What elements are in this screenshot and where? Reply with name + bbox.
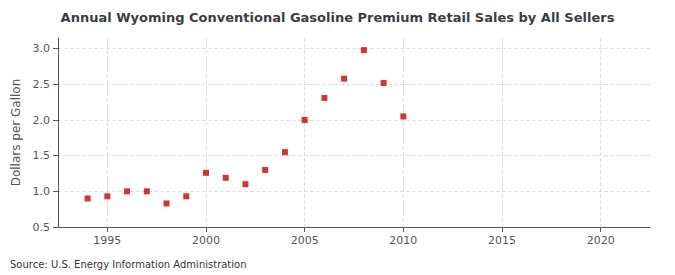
svg-text:2.5: 2.5 (33, 78, 51, 91)
svg-text:2.0: 2.0 (33, 114, 51, 127)
svg-text:0.5: 0.5 (33, 221, 51, 234)
svg-text:2020: 2020 (587, 234, 615, 247)
svg-text:1995: 1995 (93, 234, 121, 247)
svg-text:1.0: 1.0 (33, 185, 51, 198)
svg-text:Dollars per Gallon: Dollars per Gallon (9, 79, 23, 187)
svg-text:1.5: 1.5 (33, 149, 51, 162)
svg-text:Annual Wyoming Conventional Ga: Annual Wyoming Conventional Gasoline Pre… (61, 10, 615, 25)
svg-text:2000: 2000 (192, 234, 220, 247)
svg-text:2015: 2015 (488, 234, 516, 247)
svg-text:2005: 2005 (291, 234, 319, 247)
svg-text:2010: 2010 (389, 234, 417, 247)
svg-text:Source: U.S. Energy Informatio: Source: U.S. Energy Information Administ… (10, 259, 247, 270)
svg-text:3.0: 3.0 (33, 42, 51, 55)
